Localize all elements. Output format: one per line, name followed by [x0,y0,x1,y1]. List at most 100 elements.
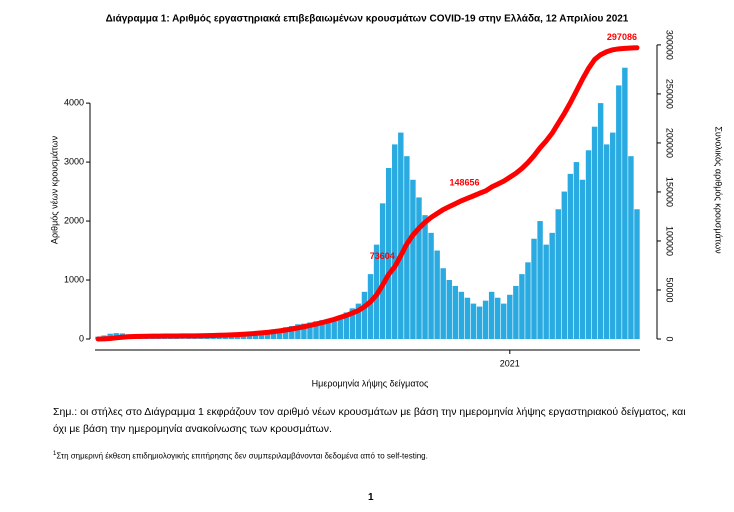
bar [434,250,440,339]
bar [276,328,283,339]
bar [228,336,234,339]
bar [331,317,337,339]
bar [567,173,574,339]
y2-axis-label: Συνολικός αριθμός κρουσμάτων [714,126,724,254]
bar [573,162,580,339]
bar [198,337,204,339]
bar [464,297,471,339]
bar [519,274,525,339]
bar [597,103,604,339]
bar [422,215,428,339]
bar [622,67,628,339]
bar [313,321,319,339]
bar [458,291,465,339]
page-number: 1 [368,492,374,503]
y2-tick-label: 150000 [665,177,675,207]
bar [537,221,543,339]
bar [428,232,434,339]
y2-tick-label: 250000 [665,79,675,109]
bar [628,156,634,339]
footnote-text: Στη σημερινή έκθεση επιδημιολογικής επιτ… [56,451,428,461]
bar [192,338,198,339]
bar [410,179,416,339]
bar [398,132,404,339]
bar [264,331,271,339]
remark: Σημ.: οι στήλες στο Διάγραμμα 1 εκφράζου… [53,406,686,435]
bar [379,203,386,339]
chart-title: Διάγραμμα 1: Αριθμός εργαστηριακά επιβεβ… [106,14,629,25]
y2-tick-label: 0 [665,336,675,341]
bar [252,333,259,339]
y2-tick-label: 200000 [665,128,675,158]
bar [525,262,531,339]
y-axis-label: Αριθμός νέων κρουσμάτων [49,135,59,244]
bar [204,337,210,339]
bar [343,312,350,339]
x-axis-label: Ημερομηνία λήψης δείγματος [312,378,429,388]
bar [488,291,495,339]
y-tick-label: 1000 [64,274,84,284]
bar [555,209,561,339]
bar [295,324,301,339]
y-tick-label: 4000 [64,97,84,107]
y-tick-label: 3000 [64,156,84,166]
chart: Διάγραμμα 1: Αριθμός εργαστηριακά επιβεβ… [49,14,724,389]
line-label: 297086 [607,32,637,42]
footnote-mark: 1 [53,451,57,457]
bar [367,274,374,339]
bar [616,85,622,340]
bar [307,322,313,339]
bar [392,144,398,339]
bar [361,291,368,339]
bar [501,303,507,339]
x-tick-label: 2021 [500,358,520,368]
y2-tick-label: 50000 [665,277,675,302]
line-label: 73604 [370,251,395,261]
bar [482,300,489,339]
bar [494,297,501,339]
y-tick-label: 2000 [64,215,84,225]
bar [603,144,610,339]
bar [385,167,392,339]
bar [561,191,568,339]
bar [591,126,598,339]
bar [416,197,422,339]
bar [167,338,174,339]
bar [355,303,362,339]
bar [470,303,477,339]
bar [283,327,289,339]
bar [258,332,265,339]
bar [610,132,616,339]
cumulative-line [95,45,640,342]
y2-tick-label: 100000 [665,226,675,256]
bar [210,337,216,339]
bar [579,179,586,339]
bar [543,244,549,339]
bar [476,306,483,339]
bar [446,280,452,339]
bar [270,330,277,339]
bar [513,285,519,339]
footnote: 1Στη σημερινή έκθεση επιδημιολογικής επι… [53,451,428,461]
bar [222,336,228,339]
y2-tick-label: 300000 [665,30,675,60]
bar [452,285,459,339]
bar [289,326,295,339]
bar [325,318,331,339]
bar [180,338,186,339]
line-label: 148656 [449,178,479,188]
bar [349,308,356,339]
bar [319,320,325,339]
bar [186,338,192,339]
y-tick-label: 0 [79,333,84,343]
bar [440,268,446,339]
bar [531,238,537,339]
bar [234,336,241,339]
bar [585,150,592,339]
bar [337,315,343,339]
bar [246,334,253,339]
bar [301,323,307,339]
bar [507,294,513,339]
bar [634,209,640,339]
